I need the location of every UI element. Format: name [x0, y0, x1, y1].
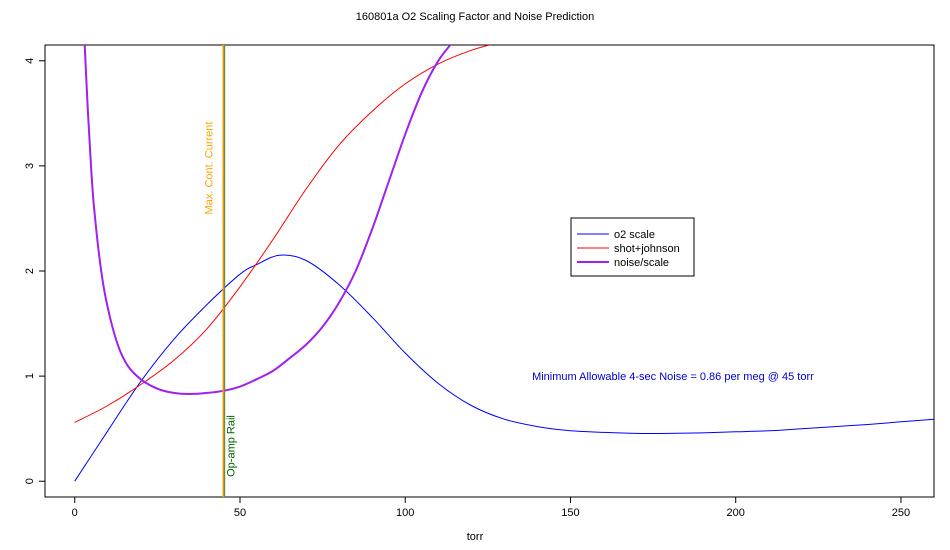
legend: o2 scale shot+johnson noise/scale [570, 217, 695, 277]
vline-label-max-cont-current: Max. Cont. Current [203, 122, 215, 215]
x-axis: 0 50 100 150 200 250 [72, 497, 910, 519]
y-axis: 0 1 2 3 4 [24, 58, 45, 484]
vline-label-op-amp-rail: Op-amp Rail [225, 415, 237, 477]
y-tick-label: 2 [24, 268, 36, 274]
y-tick-label: 0 [24, 478, 36, 484]
legend-box [570, 217, 695, 277]
annotation-layer: Max. Cont. Current Op-amp Rail Minimum All… [203, 122, 814, 477]
y-tick-label: 3 [24, 163, 36, 169]
series-line-2 [74, 45, 492, 423]
x-tick-label: 50 [234, 507, 246, 519]
annotation-text: Minimum Allowable 4-sec Noise = 0.86 per… [532, 371, 814, 383]
chart-title: 160801a O2 Scaling Factor and Noise Pred… [356, 11, 594, 23]
legend-label: noise/scale [614, 257, 669, 269]
x-tick-label: 200 [727, 507, 745, 519]
x-tick-label: 250 [892, 507, 910, 519]
x-tick-label: 100 [396, 507, 414, 519]
y-tick-label: 1 [24, 373, 36, 379]
series-line-1 [74, 254, 934, 482]
x-tick-label: 150 [561, 507, 579, 519]
x-axis-label: torr [467, 531, 484, 543]
x-tick-label: 0 [72, 507, 78, 519]
plot-area [74, 45, 934, 497]
legend-label: o2 scale [614, 229, 655, 241]
series-line-3 [83, 45, 452, 396]
y-tick-label: 4 [24, 58, 36, 64]
legend-label: shot+johnson [614, 243, 680, 255]
